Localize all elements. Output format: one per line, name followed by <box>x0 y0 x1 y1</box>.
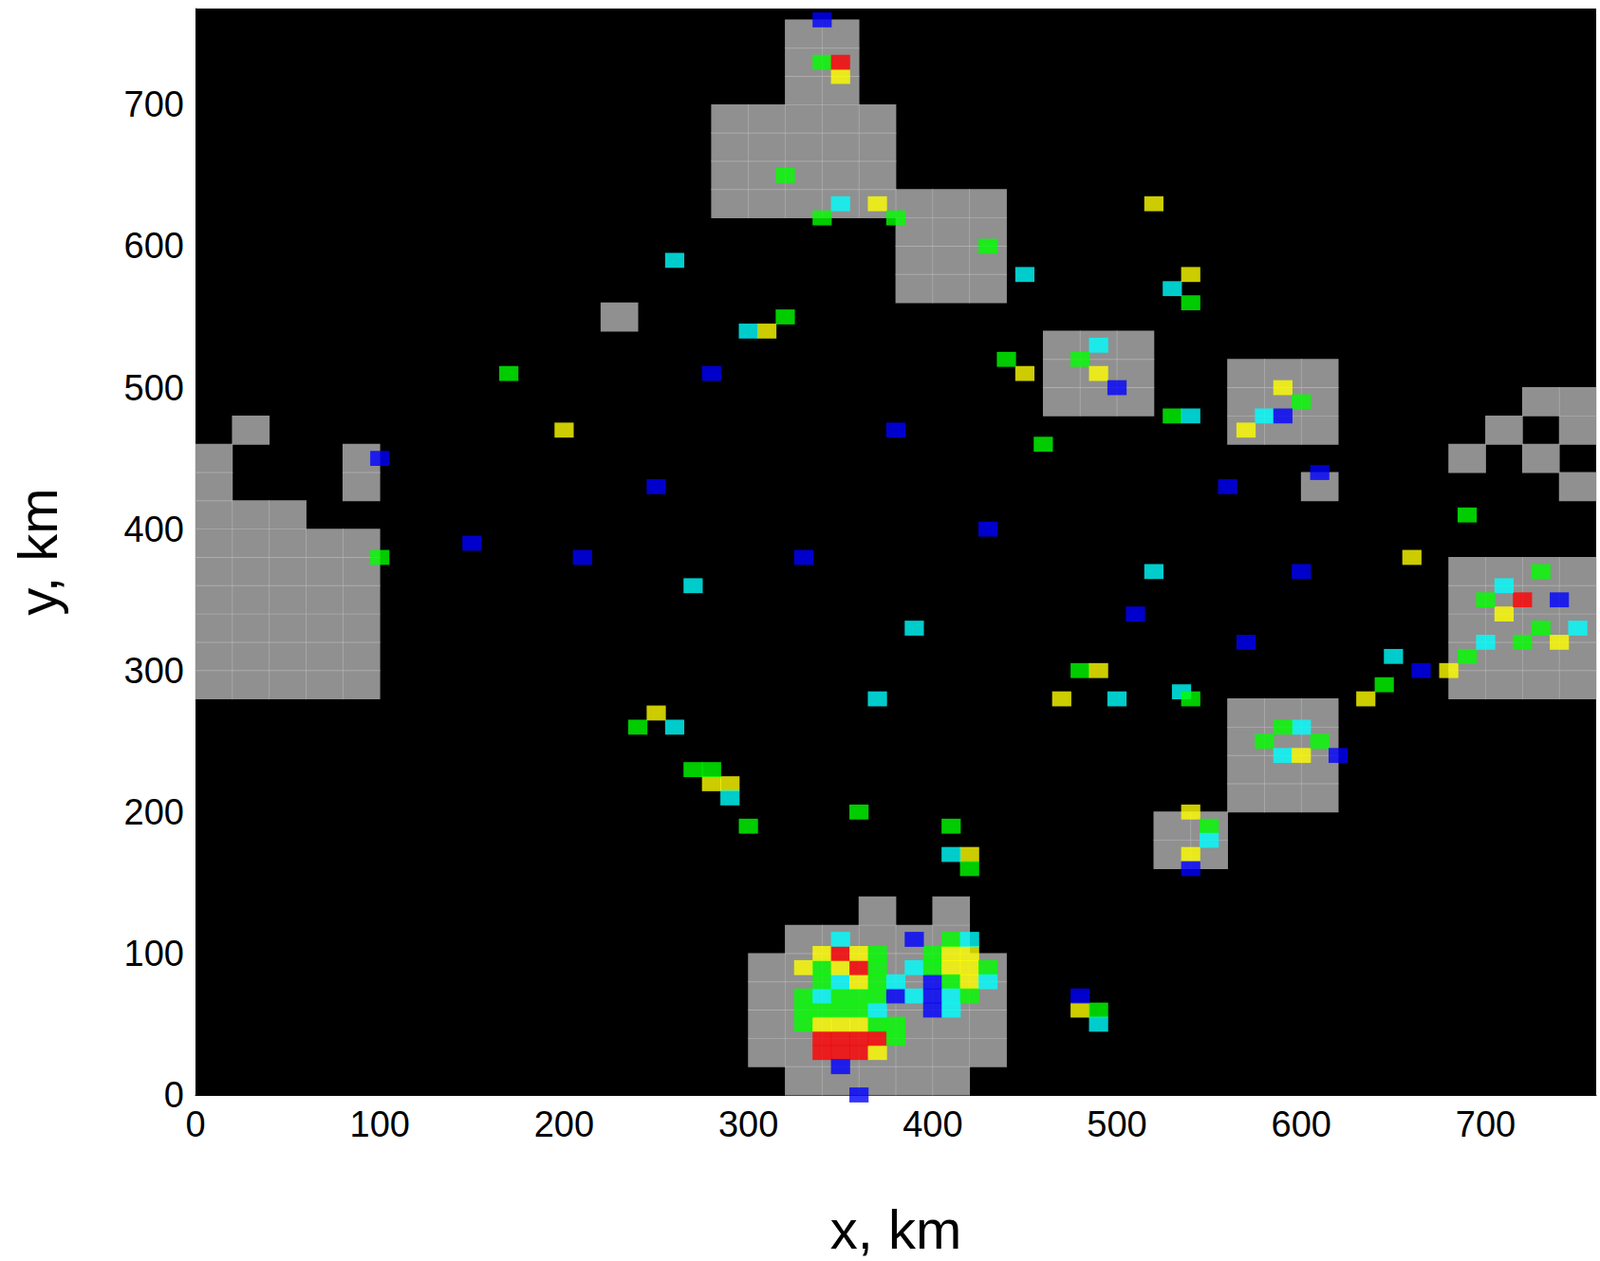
svg-text:0: 0 <box>185 1104 205 1145</box>
svg-text:500: 500 <box>124 368 185 409</box>
svg-text:600: 600 <box>124 225 185 266</box>
svg-text:200: 200 <box>534 1104 595 1145</box>
svg-text:400: 400 <box>124 509 185 550</box>
svg-text:500: 500 <box>1086 1104 1147 1145</box>
svg-text:400: 400 <box>902 1104 963 1145</box>
svg-text:0: 0 <box>164 1075 185 1116</box>
svg-text:700: 700 <box>124 84 185 125</box>
svg-text:200: 200 <box>124 792 185 833</box>
svg-text:700: 700 <box>1455 1104 1516 1145</box>
svg-text:y, km: y, km <box>6 487 69 615</box>
svg-text:300: 300 <box>124 651 185 691</box>
svg-text:600: 600 <box>1271 1104 1332 1145</box>
svg-text:x, km: x, km <box>830 1198 963 1261</box>
svg-text:100: 100 <box>124 933 185 974</box>
svg-text:100: 100 <box>350 1104 410 1145</box>
svg-text:300: 300 <box>718 1104 779 1145</box>
